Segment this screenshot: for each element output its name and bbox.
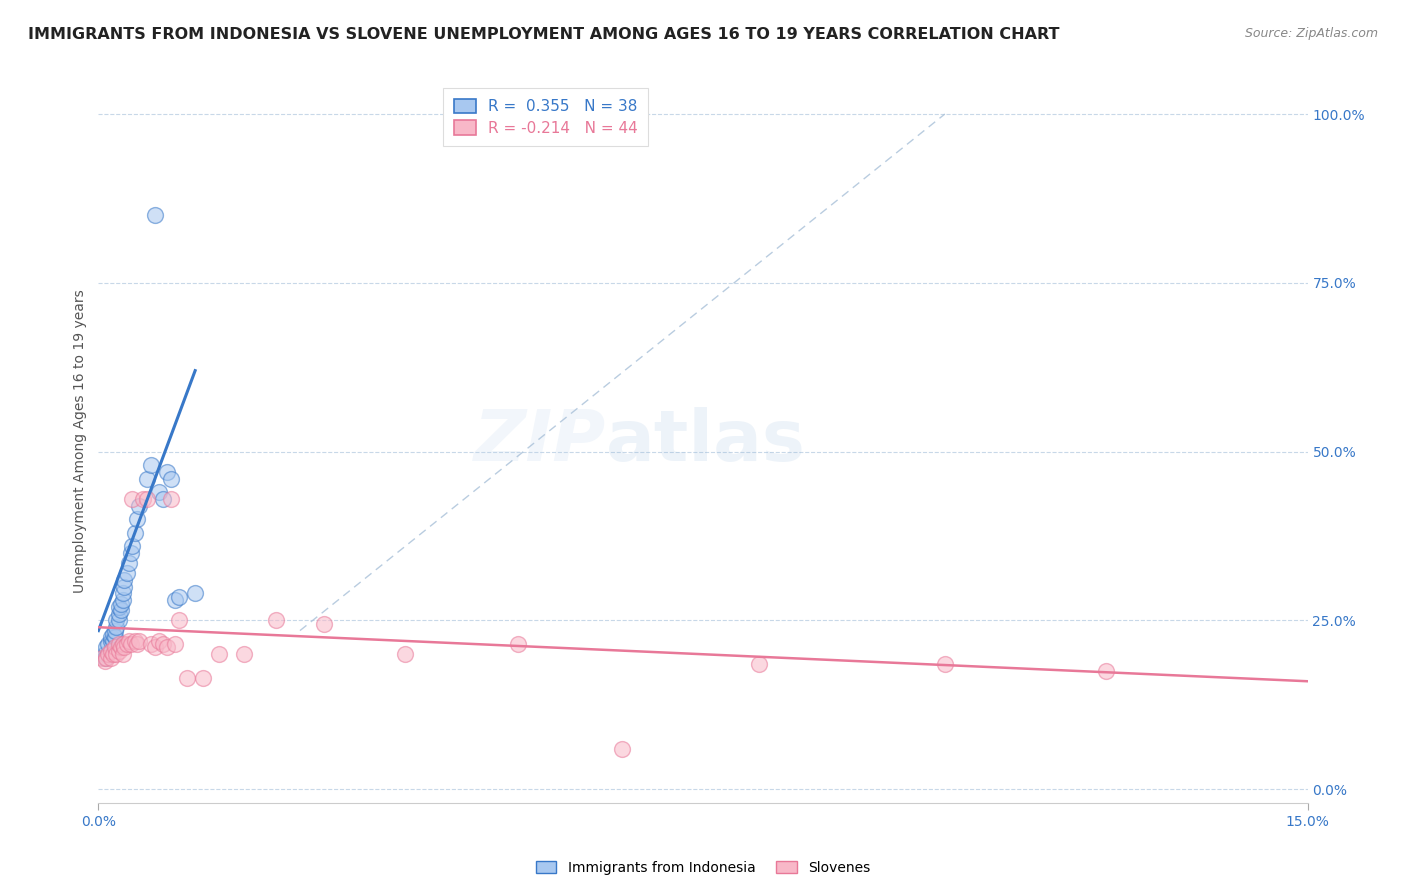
Point (112, 640, 135, 655)
Point (152, 637, 174, 651)
Point (105, 647, 128, 661)
Point (118, 556, 141, 570)
Text: Source: ZipAtlas.com: Source: ZipAtlas.com (1244, 27, 1378, 40)
Point (193, 671, 215, 685)
Point (101, 633, 124, 648)
Point (127, 637, 149, 651)
Point (118, 633, 141, 648)
Point (96, 650, 118, 665)
Legend: R =  0.355   N = 38, R = -0.214   N = 44: R = 0.355 N = 38, R = -0.214 N = 44 (443, 88, 648, 146)
Point (139, 637, 162, 651)
Point (111, 637, 134, 651)
Point (314, 616, 336, 631)
Point (115, 566, 138, 581)
Point (167, 614, 190, 628)
Y-axis label: Unemployment Among Ages 16 to 19 years: Unemployment Among Ages 16 to 19 years (73, 290, 87, 593)
Text: ZIP: ZIP (474, 407, 606, 476)
Point (156, 465, 179, 479)
Point (91, 650, 114, 665)
Point (156, 640, 179, 655)
Point (110, 603, 132, 617)
Point (111, 593, 134, 607)
Point (132, 491, 155, 506)
Point (163, 593, 186, 607)
Point (135, 491, 157, 506)
Point (103, 631, 125, 645)
Point (160, 491, 183, 506)
Point (100, 631, 122, 645)
Point (1095, 664, 1118, 678)
Point (394, 647, 416, 661)
Point (111, 586, 134, 600)
Point (100, 644, 122, 658)
Point (105, 614, 128, 628)
Point (107, 599, 129, 614)
Point (135, 472, 157, 486)
Point (934, 657, 956, 672)
Point (128, 499, 150, 513)
Point (167, 590, 190, 604)
Point (97, 647, 120, 661)
Text: IMMIGRANTS FROM INDONESIA VS SLOVENE UNEMPLOYMENT AMONG AGES 16 TO 19 YEARS CORR: IMMIGRANTS FROM INDONESIA VS SLOVENE UNE… (28, 27, 1060, 42)
Point (94, 647, 117, 661)
Point (148, 485, 170, 500)
Text: atlas: atlas (606, 407, 806, 476)
Point (100, 650, 122, 665)
Point (112, 573, 135, 587)
Point (120, 546, 142, 560)
Point (112, 580, 135, 594)
Point (121, 491, 143, 506)
Point (124, 633, 146, 648)
Point (97, 637, 120, 651)
Point (127, 512, 149, 526)
Point (148, 633, 170, 648)
Point (107, 644, 129, 658)
Point (100, 633, 122, 648)
Point (94, 654, 117, 668)
Point (208, 647, 231, 661)
Point (152, 491, 174, 506)
Point (139, 458, 162, 472)
Point (107, 614, 129, 628)
Point (232, 647, 254, 661)
Point (184, 586, 207, 600)
Point (506, 637, 529, 651)
Point (103, 624, 125, 638)
Point (121, 539, 143, 553)
Point (176, 671, 198, 685)
Point (105, 620, 128, 634)
Point (264, 614, 287, 628)
Point (103, 640, 125, 655)
Point (124, 525, 146, 540)
Point (110, 597, 132, 611)
Point (612, 741, 634, 756)
Point (107, 607, 129, 621)
Point (120, 637, 142, 651)
Point (101, 627, 124, 641)
Point (143, 208, 166, 222)
Point (111, 647, 134, 661)
Point (107, 637, 129, 651)
Point (748, 657, 770, 672)
Point (101, 647, 124, 661)
Point (96, 640, 118, 655)
Point (110, 640, 132, 655)
Point (143, 640, 166, 655)
Point (160, 472, 183, 486)
Point (94, 650, 117, 665)
Point (115, 637, 138, 651)
Legend: Immigrants from Indonesia, Slovenes: Immigrants from Indonesia, Slovenes (530, 855, 876, 880)
Point (128, 633, 150, 648)
Point (163, 637, 186, 651)
